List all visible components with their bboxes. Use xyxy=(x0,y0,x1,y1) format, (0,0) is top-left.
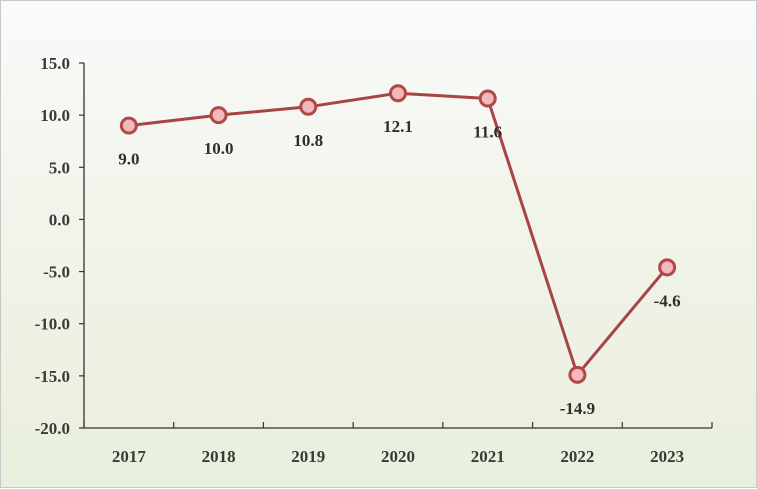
x-tick-label: 2017 xyxy=(112,447,147,466)
data-point xyxy=(389,84,407,103)
data-label: 10.0 xyxy=(204,139,234,158)
data-point xyxy=(658,258,677,277)
y-axis-ticks: 15.0 10.0 5.0 0.0 -5.0 -10.0 -15.0 -20.0 xyxy=(35,54,84,438)
x-tick-label: 2020 xyxy=(381,447,415,466)
y-tick-label: 5.0 xyxy=(49,158,70,177)
x-tick-label: 2018 xyxy=(202,447,236,466)
y-tick-label: -10.0 xyxy=(35,315,70,334)
y-tick-label: 0.0 xyxy=(49,210,70,229)
x-tick-label: 2019 xyxy=(291,447,325,466)
chart-axes xyxy=(83,63,712,429)
data-point xyxy=(568,365,587,384)
data-point xyxy=(209,106,228,125)
data-labels: 9.0 10.0 10.8 12.1 11.6 -14.9 -4.6 xyxy=(118,117,680,418)
data-point xyxy=(478,89,497,108)
x-tick-label: 2022 xyxy=(560,447,594,466)
y-tick-label: -15.0 xyxy=(35,367,70,386)
y-tick-label: 10.0 xyxy=(40,106,70,125)
data-markers xyxy=(119,84,677,384)
x-axis-ticks: 2017 2018 2019 2020 2021 2022 2023 xyxy=(83,422,713,466)
data-label: 12.1 xyxy=(383,117,413,136)
data-point xyxy=(119,116,138,135)
x-tick-label: 2021 xyxy=(471,447,505,466)
data-point xyxy=(299,97,318,116)
data-label: 11.6 xyxy=(473,122,502,141)
y-tick-label: 15.0 xyxy=(40,54,70,73)
data-label: -14.9 xyxy=(560,399,595,418)
data-label: 10.8 xyxy=(293,131,323,150)
data-label: 9.0 xyxy=(118,150,139,169)
x-tick-label: 2023 xyxy=(650,447,684,466)
data-label: -4.6 xyxy=(654,291,681,310)
y-tick-label: -20.0 xyxy=(35,419,70,438)
y-tick-label: -5.0 xyxy=(43,263,70,282)
